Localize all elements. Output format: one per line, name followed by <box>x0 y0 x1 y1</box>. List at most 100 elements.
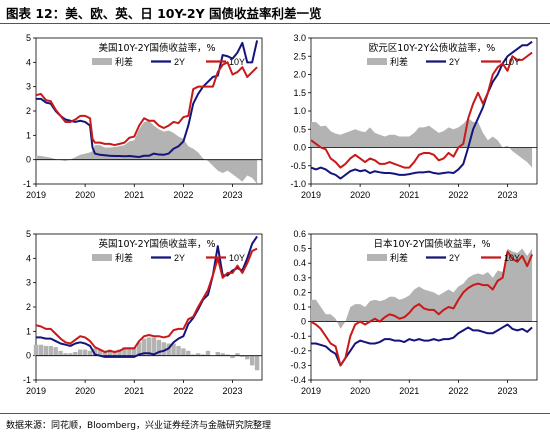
series-line-10y <box>35 61 258 147</box>
y-tick-label: 0 <box>301 317 306 327</box>
legend-swatch-spread <box>92 58 112 65</box>
y-tick-label: 0.5 <box>293 244 306 254</box>
legend-label: 2Y <box>449 57 460 67</box>
x-tick-label: 2022 <box>448 386 468 396</box>
spread-bar <box>97 349 103 356</box>
x-tick-label: 2020 <box>350 190 370 200</box>
y-tick-label: 4 <box>26 253 31 263</box>
spread-bar <box>38 344 44 356</box>
y-tick-label: 3.0 <box>293 33 306 43</box>
legend-label: 2Y <box>174 57 185 67</box>
y-tick-label: 0.5 <box>293 124 306 134</box>
spread-bar <box>181 348 186 356</box>
spread-bar <box>63 353 68 356</box>
y-tick-label: -0.1 <box>290 331 306 341</box>
y-tick-label: 2 <box>26 302 31 312</box>
legend-label: 2Y <box>449 253 460 263</box>
x-tick-label: 2021 <box>124 386 144 396</box>
spread-bar <box>112 350 117 356</box>
figure-header: 图表 12：美、欧、英、日 10Y-2Y 国债收益率利差一览 <box>0 0 550 24</box>
chart-panel-eu: -1.0 -0.5 0.0 0.5 1.0 1.5 2.0 2.5 3.0 2019 2020 202… <box>290 33 538 200</box>
y-tick-label: -1 <box>23 375 31 385</box>
y-tick-label: 1.5 <box>293 88 306 98</box>
x-tick-label: 2023 <box>498 190 518 200</box>
y-tick-label: -0.4 <box>290 375 306 385</box>
x-tick-label: 2020 <box>350 386 370 396</box>
spread-area <box>311 248 533 329</box>
legend-swatch-spread <box>92 254 112 261</box>
y-tick-label: 0.4 <box>293 258 306 268</box>
legend-label: 2Y <box>174 253 185 263</box>
spread-bar <box>102 350 107 356</box>
x-tick-label: 2023 <box>223 190 243 200</box>
legend-label: 10Y <box>229 57 245 67</box>
y-tick-label: 1 <box>26 326 31 336</box>
series-line-10y <box>310 51 533 169</box>
spread-area <box>36 120 258 184</box>
x-tick-label: 2019 <box>301 190 321 200</box>
spread-bar <box>220 353 225 356</box>
x-tick-label: 2023 <box>223 386 243 396</box>
y-tick-label: 2.5 <box>293 51 306 61</box>
spread-bar <box>191 354 196 356</box>
spread-bar <box>132 347 137 356</box>
spread-bar <box>68 353 73 356</box>
spread-bar <box>117 349 122 356</box>
spread-bar <box>146 337 152 356</box>
chart-title: 美国10Y-2Y国债收益率，% <box>98 42 215 54</box>
chart-title: 日本10Y-2Y国债收益率，% <box>373 238 490 250</box>
y-tick-label: 1.0 <box>293 106 306 116</box>
spread-bar <box>240 355 245 357</box>
spread-bar <box>161 342 166 356</box>
spread-bar <box>122 347 127 356</box>
series-line-2y <box>36 235 258 358</box>
y-tick-label: 0 <box>26 155 31 165</box>
y-tick-label: -0.5 <box>290 161 306 171</box>
spread-bar <box>136 342 142 356</box>
legend-label: 利差 <box>115 252 133 263</box>
spread-bar <box>245 355 250 360</box>
spread-bar <box>171 343 176 356</box>
x-tick-label: 2021 <box>124 190 144 200</box>
spread-bar <box>156 339 162 356</box>
y-tick-label: 5 <box>26 229 31 239</box>
x-tick-label: 2022 <box>448 190 468 200</box>
spread-bar <box>195 353 201 356</box>
y-tick-label: 0.6 <box>293 229 306 239</box>
y-tick-label: 0 <box>26 351 31 361</box>
x-tick-label: 2022 <box>173 386 193 396</box>
y-tick-label: 0.0 <box>293 143 306 153</box>
legend-label: 10Y <box>504 57 520 67</box>
series-line-10y <box>310 250 534 367</box>
spread-bar <box>225 354 230 356</box>
chart-panel-jp: -0.4 -0.3 -0.2 -0.1 0 0.1 0.2 0.3 0.4 0.5 0.6 2019 2… <box>290 229 538 396</box>
series-line-2y <box>310 40 533 180</box>
x-tick-label: 2023 <box>498 386 518 396</box>
legend-label: 利差 <box>390 252 408 263</box>
y-tick-label: 4 <box>26 57 31 67</box>
series-line-10y <box>35 247 258 354</box>
y-tick-label: 5 <box>26 33 31 43</box>
y-tick-label: -0.3 <box>290 360 306 370</box>
spread-bar <box>73 352 78 356</box>
figure-footer: 数据来源：同花顺，Bloomberg，兴业证券经济与金融研究院整理 <box>0 413 550 433</box>
spread-bar <box>151 337 157 356</box>
x-tick-label: 2021 <box>399 386 419 396</box>
spread-bar <box>33 344 39 356</box>
chart-panel-uk: -1 0 1 2 3 4 5 2019 2020 2021 2022 2023 英国10Y-2Y国债收益… <box>23 229 263 396</box>
spread-bar <box>215 352 220 356</box>
chart-title: 欧元区10Y-2Y公债收益率，% <box>369 42 496 54</box>
y-tick-label: 2.0 <box>293 70 306 80</box>
spread-bar <box>186 350 191 356</box>
y-tick-label: 0.3 <box>293 273 306 283</box>
spread-bar <box>166 343 171 356</box>
spread-bar <box>53 347 58 356</box>
spread-bar <box>78 349 83 356</box>
y-tick-label: 1 <box>26 130 31 140</box>
spread-bar <box>87 350 93 356</box>
legend-label: 10Y <box>229 253 245 263</box>
chart-panel-us: -1 0 1 2 3 4 5 2019 2020 2021 2022 2023 美国10Y-2Y国债收益… <box>23 33 263 200</box>
x-tick-label: 2019 <box>301 386 321 396</box>
y-tick-label: 0.2 <box>293 287 306 297</box>
y-tick-label: 2 <box>26 106 31 116</box>
